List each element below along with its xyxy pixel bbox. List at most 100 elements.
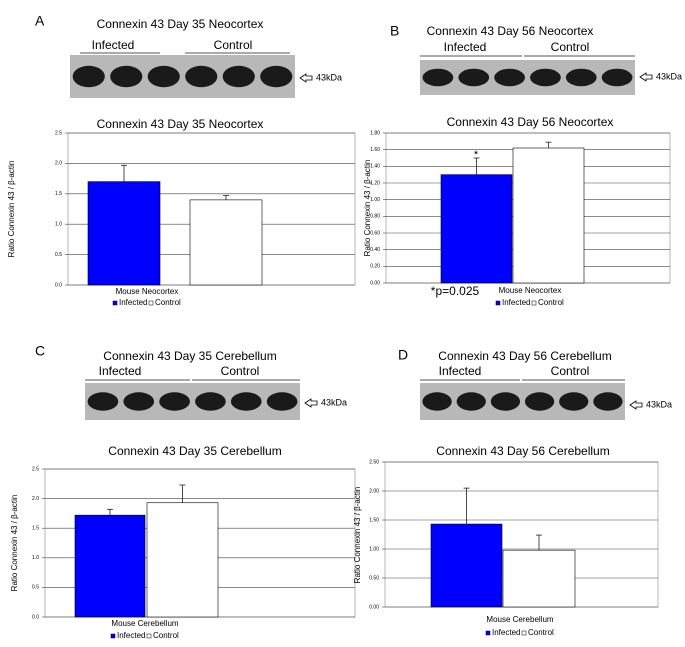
blot-title: Connexin 43 Day 35 Neocortex <box>97 17 264 31</box>
legend-label: Infected <box>117 631 145 640</box>
blot-band <box>260 65 293 88</box>
blot-band <box>530 68 561 87</box>
legend-swatch <box>110 633 116 639</box>
chart-title: Connexin 43 Day 56 Cerebellum <box>436 444 609 458</box>
blot-band <box>524 392 555 411</box>
chart-title: Connexin 43 Day 35 Cerebellum <box>108 444 281 458</box>
blot-band <box>222 65 255 88</box>
y-tick-label: 1.5 <box>55 191 62 197</box>
blot-title: Connexin 43 Day 56 Neocortex <box>427 24 594 38</box>
y-tick-label: 1.40 <box>370 164 380 170</box>
y-tick-label: 2.0 <box>55 161 62 167</box>
marker-arrow <box>639 72 653 82</box>
western-blot <box>420 60 635 95</box>
chart-title: Connexin 43 Day 56 Neocortex <box>447 115 614 129</box>
blot-band <box>458 68 490 87</box>
bar <box>74 514 146 618</box>
blot-band <box>422 392 452 411</box>
legend-label: Control <box>538 298 564 307</box>
y-tick-label: 2.00 <box>369 488 379 494</box>
x-category-label: Mouse Cerebellum <box>486 615 553 624</box>
western-blot <box>70 55 295 98</box>
western-blot <box>420 383 625 420</box>
bar <box>440 174 513 284</box>
y-axis-label: Ratio Connexin 43 / β-actin <box>7 161 16 258</box>
blot-band <box>195 392 226 411</box>
legend-swatch <box>531 300 537 306</box>
y-axis-label: Ratio Connexin 43 / β-actin <box>10 495 19 592</box>
legend-swatch <box>148 300 154 306</box>
legend-swatch <box>495 300 501 306</box>
blot-group-label: Infected <box>99 364 142 378</box>
y-tick-label: 0.20 <box>370 264 380 270</box>
y-tick-label: 0.80 <box>370 214 380 220</box>
y-axis-label: Ratio Connexin 43 / β-actin <box>363 160 372 257</box>
y-tick-label: 1.0 <box>32 555 39 561</box>
legend-label: Infected <box>492 628 520 637</box>
blot-band <box>159 392 190 411</box>
size-marker: 43kDa <box>646 399 672 409</box>
panel-letter: D <box>398 347 408 363</box>
y-tick-label: 1.80 <box>370 130 380 136</box>
y-tick-label: 1.60 <box>370 147 380 153</box>
y-tick-label: 2.5 <box>32 466 39 472</box>
legend-label: Infected <box>119 298 147 307</box>
legend-label: Control <box>528 628 554 637</box>
blot-title: Connexin 43 Day 35 Cerebellum <box>103 349 276 363</box>
y-tick-label: 1.50 <box>369 517 379 523</box>
x-category-label: Mouse Neocortex <box>499 286 562 295</box>
blot-band <box>494 68 525 87</box>
legend-label: Control <box>153 631 179 640</box>
blot-band <box>593 392 623 411</box>
bar <box>146 502 219 618</box>
legend-swatch <box>521 630 527 636</box>
y-tick-label: 0.0 <box>55 282 62 288</box>
y-tick-label: 0.40 <box>370 247 380 253</box>
size-marker: 43kDa <box>321 397 347 407</box>
bar <box>502 549 576 608</box>
bar <box>87 181 161 286</box>
size-marker: 43kDa <box>656 71 682 81</box>
panel-letter: C <box>35 343 45 359</box>
western-blot <box>85 383 300 420</box>
y-tick-label: 1.20 <box>370 180 380 186</box>
y-tick-label: 2.0 <box>32 496 39 502</box>
legend-label: Infected <box>502 298 530 307</box>
marker-arrow <box>304 398 318 408</box>
legend-swatch <box>112 300 118 306</box>
blot-band <box>110 65 143 88</box>
blot-band <box>490 392 521 411</box>
blot-group-label: Control <box>551 364 590 378</box>
x-category-label: Mouse Neocortex <box>116 287 179 296</box>
marker-arrow <box>299 73 313 83</box>
blot-band <box>422 68 454 87</box>
blot-band <box>565 68 597 87</box>
blot-band <box>266 392 298 411</box>
blot-group-label: Control <box>214 38 253 52</box>
y-tick-label: 0.60 <box>370 230 380 236</box>
chart-title: Connexin 43 Day 35 Neocortex <box>97 117 264 131</box>
legend-swatch <box>485 630 491 636</box>
blot-band <box>123 392 155 411</box>
y-axis-label: Ratio Connexin 43 / β-actin <box>353 487 362 584</box>
y-tick-label: 0.50 <box>369 575 379 581</box>
blot-group-label: Infected <box>439 364 482 378</box>
marker-arrow <box>629 400 643 410</box>
panel-letter: A <box>35 13 45 29</box>
y-tick-label: 0.5 <box>55 252 62 258</box>
bar <box>512 147 585 284</box>
blot-band <box>185 65 218 88</box>
y-tick-label: 1.0 <box>55 222 62 228</box>
blot-band <box>456 392 486 411</box>
blot-band <box>559 392 589 411</box>
blot-band <box>87 392 119 411</box>
blot-group-label: Control <box>221 364 260 378</box>
bar <box>430 523 503 608</box>
y-tick-label: 0.0 <box>32 614 39 620</box>
blot-band <box>147 65 180 88</box>
annotation: * <box>474 149 479 161</box>
y-tick-label: 2.5 <box>55 130 62 136</box>
panel-letter: B <box>390 23 399 39</box>
blot-band <box>601 68 633 87</box>
